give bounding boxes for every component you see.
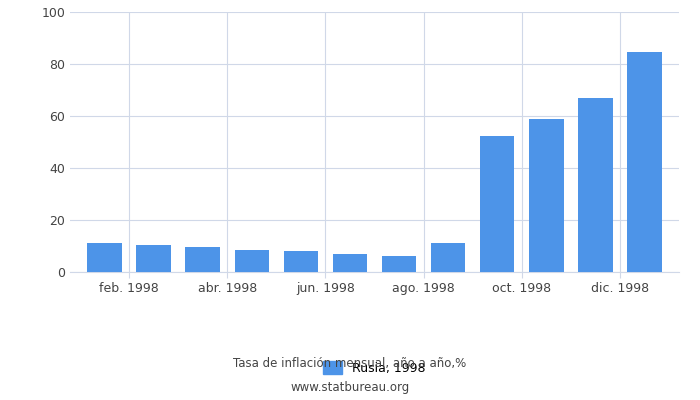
Text: www.statbureau.org: www.statbureau.org: [290, 382, 410, 394]
Legend: Rusia, 1998: Rusia, 1998: [318, 356, 430, 380]
Bar: [431, 243, 466, 272]
Bar: [88, 243, 122, 272]
Bar: [332, 254, 367, 272]
Bar: [480, 136, 514, 272]
Bar: [186, 247, 220, 272]
Bar: [382, 256, 416, 272]
Bar: [234, 250, 269, 272]
Bar: [578, 98, 612, 272]
Bar: [284, 251, 318, 272]
Bar: [136, 245, 171, 272]
Bar: [627, 52, 662, 272]
Bar: [529, 118, 564, 272]
Text: Tasa de inflación mensual, año a año,%: Tasa de inflación mensual, año a año,%: [233, 358, 467, 370]
